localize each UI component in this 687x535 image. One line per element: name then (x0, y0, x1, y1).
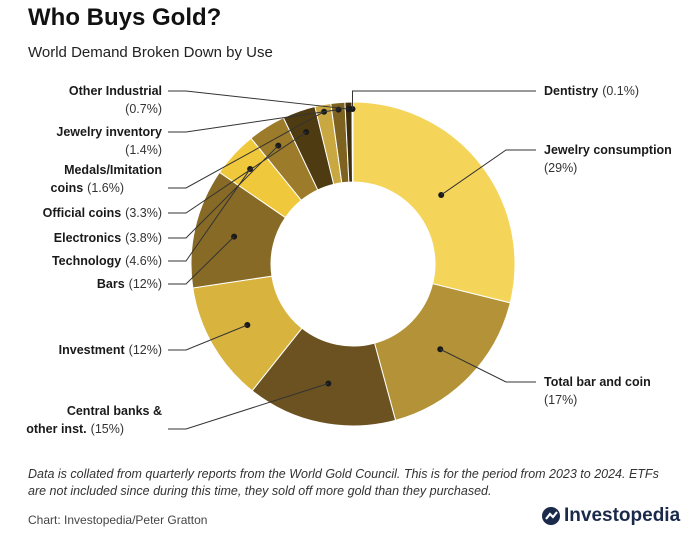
label-jewelry-inventory: Jewelry inventory (1.4%) (56, 125, 162, 157)
chart-subtitle: World Demand Broken Down by Use (28, 44, 273, 61)
chart-title: Who Buys Gold? (28, 4, 222, 31)
label-bars: Bars (12%) (97, 277, 162, 291)
label-electronics: Electronics (3.8%) (54, 231, 162, 245)
label-official-coins: Official coins (3.3%) (43, 206, 162, 220)
leader-line-official-coins (168, 131, 307, 214)
leader-line-medals-imitation-coins (168, 111, 325, 189)
donut-chart: Jewelry consumption (29%) Total bar and co… (26, 84, 672, 436)
footnote: Data is collated from quarterly reports … (28, 467, 659, 498)
label-jewelry-consumption: Jewelry consumption (29%) (544, 143, 672, 175)
leader-line-jewelry-inventory (168, 109, 339, 133)
leader-line-dentistry (352, 90, 536, 110)
slice-jewelry-consumption (352, 101, 516, 304)
label-technology: Technology (4.6%) (52, 254, 162, 268)
investopedia-logo-icon (542, 507, 560, 525)
leader-line-total-bar-and-coin (440, 348, 536, 383)
leader-line-other-industrial (168, 90, 349, 110)
slice-dentistry (351, 101, 354, 183)
brand-logo: Investopedia (541, 505, 680, 527)
leader-line-bars (168, 236, 235, 285)
leader-line-electronics (168, 145, 279, 239)
label-medals-imitation-coins: Medals/Imitation coins (1.6%) (51, 163, 162, 195)
label-dentistry: Dentistry (0.1%) (544, 84, 639, 98)
chart-credit: Chart: Investopedia/Peter Gratton (28, 513, 208, 527)
label-other-industrial: Other Industrial (0.7%) (69, 84, 162, 116)
slice-total-bar-and-coin (373, 283, 511, 421)
label-central-banks-other-inst: Central banks & other inst. (15%) (26, 404, 162, 436)
leader-line-investment (168, 324, 248, 351)
label-total-bar-and-coin: Total bar and coin (17%) (544, 375, 651, 407)
leader-line-central-banks-other-inst (168, 383, 329, 430)
leader-line-technology (168, 168, 251, 262)
leader-line-jewelry-consumption (440, 149, 536, 196)
brand-name: Investopedia (564, 505, 681, 526)
label-investment: Investment (12%) (59, 343, 162, 357)
